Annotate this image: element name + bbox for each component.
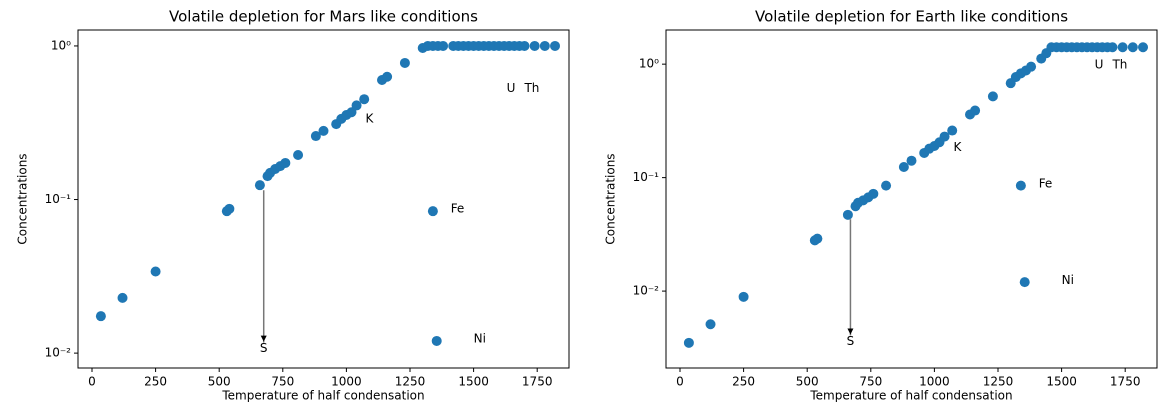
point: [812, 233, 823, 244]
annotation: U: [507, 81, 516, 95]
point: [310, 131, 321, 142]
x-tick-label: 1250: [395, 375, 426, 389]
point: [1019, 277, 1030, 288]
y-tick-label: 10⁰: [51, 38, 71, 52]
axes-frame: [665, 29, 1158, 369]
x-tick-label: 1000: [919, 375, 950, 389]
x-axis-label: Temperature of half condensation: [809, 389, 1012, 403]
point: [346, 107, 357, 118]
y-tick-label: 10⁰: [639, 57, 659, 71]
x-tick-label: 1750: [522, 375, 553, 389]
annotation: S: [847, 334, 855, 348]
x-axis-label: Temperature of half condensation: [221, 389, 424, 403]
point: [224, 203, 235, 214]
point: [1138, 42, 1149, 53]
x-tick-label: 750: [859, 375, 882, 389]
x-tick-label: 1500: [1046, 375, 1077, 389]
chart-title: Volatile depletion for Mars like conditi…: [169, 8, 478, 26]
annotation: Fe: [1039, 176, 1053, 190]
point: [399, 57, 410, 68]
point: [939, 131, 950, 142]
point: [539, 40, 550, 51]
point: [351, 100, 362, 111]
annotation: Fe: [451, 201, 465, 215]
point: [431, 335, 442, 346]
y-axis-label: Concentrations: [16, 153, 30, 244]
annotation: Th: [1111, 58, 1127, 72]
axes-frame: [77, 29, 570, 369]
point: [280, 157, 291, 168]
x-tick-label: 750: [271, 375, 294, 389]
point: [529, 40, 540, 51]
annotation: Ni: [474, 331, 486, 345]
point: [1117, 42, 1128, 53]
point: [947, 125, 958, 136]
annotation: U: [1095, 58, 1104, 72]
point: [254, 180, 265, 191]
point: [1015, 180, 1026, 191]
x-tick-label: 250: [144, 375, 167, 389]
annotation: Ni: [1062, 273, 1074, 287]
point: [705, 319, 716, 330]
x-tick-label: 1750: [1110, 375, 1141, 389]
x-tick-label: 1500: [458, 375, 489, 389]
point: [868, 188, 879, 199]
chart-title: Volatile depletion for Earth like condit…: [755, 8, 1068, 26]
arrow-head: [847, 328, 854, 335]
point: [519, 40, 530, 51]
y-axis-label: Concentrations: [604, 153, 618, 244]
y-tick-label: 10⁻¹: [633, 170, 660, 184]
point: [842, 209, 853, 220]
annotation: K: [365, 111, 374, 125]
point: [1026, 61, 1037, 72]
arrow-head: [260, 335, 267, 342]
x-tick-label: 1250: [983, 375, 1014, 389]
point: [438, 40, 449, 51]
point: [382, 71, 393, 82]
point: [150, 266, 161, 277]
x-tick-label: 500: [796, 375, 819, 389]
point: [970, 105, 981, 116]
y-tick-label: 10⁻¹: [45, 192, 72, 206]
point: [550, 40, 561, 51]
annotation: K: [953, 140, 962, 154]
point: [359, 94, 370, 105]
point: [293, 149, 304, 160]
point: [427, 206, 438, 217]
point: [881, 180, 892, 191]
point: [906, 155, 917, 166]
point: [898, 162, 909, 173]
annotation: S: [260, 341, 268, 355]
point: [1107, 42, 1118, 53]
y-tick-label: 10⁻²: [633, 284, 660, 298]
x-tick-label: 500: [208, 375, 231, 389]
x-tick-label: 250: [732, 375, 755, 389]
annotation: Th: [523, 81, 539, 95]
y-tick-label: 10⁻²: [45, 346, 72, 360]
point: [318, 125, 329, 136]
point: [683, 337, 694, 348]
x-tick-label: 0: [676, 375, 684, 389]
point: [95, 311, 106, 322]
point: [1127, 42, 1138, 53]
x-tick-label: 1000: [331, 375, 362, 389]
point: [987, 91, 998, 102]
point: [738, 291, 749, 302]
point: [117, 292, 128, 303]
x-tick-label: 0: [88, 375, 96, 389]
